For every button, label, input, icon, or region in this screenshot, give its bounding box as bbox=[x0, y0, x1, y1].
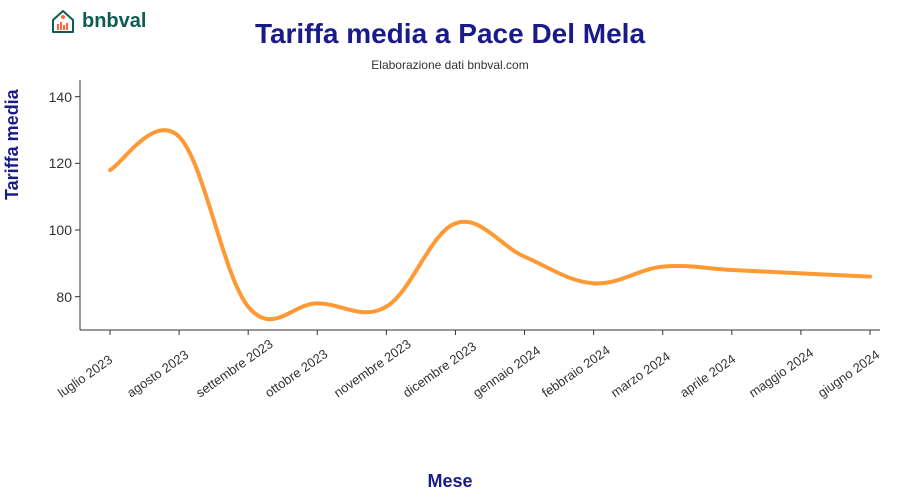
x-tick-label: febbraio 2024 bbox=[539, 342, 613, 400]
y-tick-label: 140 bbox=[42, 89, 72, 105]
x-axis-label: Mese bbox=[0, 471, 900, 492]
data-line bbox=[110, 130, 870, 319]
y-axis-label: Tariffa media bbox=[2, 89, 23, 200]
x-tick-label: gennaio 2024 bbox=[470, 343, 543, 400]
x-tick-label: agosto 2023 bbox=[124, 347, 191, 400]
x-tick-label: aprile 2024 bbox=[677, 351, 738, 400]
line-chart-svg bbox=[80, 80, 880, 330]
x-tick-label: marzo 2024 bbox=[608, 349, 673, 401]
chart-title: Tariffa media a Pace Del Mela bbox=[0, 18, 900, 50]
chart-plot-area bbox=[80, 80, 880, 330]
x-tick-label: ottobre 2023 bbox=[262, 346, 330, 400]
chart-subtitle: Elaborazione dati bnbval.com bbox=[0, 58, 900, 72]
y-tick-label: 120 bbox=[42, 155, 72, 171]
y-tick-label: 100 bbox=[42, 222, 72, 238]
y-tick-label: 80 bbox=[42, 289, 72, 305]
x-tick-label: maggio 2024 bbox=[746, 345, 816, 400]
x-tick-label: giugno 2024 bbox=[815, 347, 882, 400]
x-tick-label: luglio 2023 bbox=[55, 352, 115, 400]
